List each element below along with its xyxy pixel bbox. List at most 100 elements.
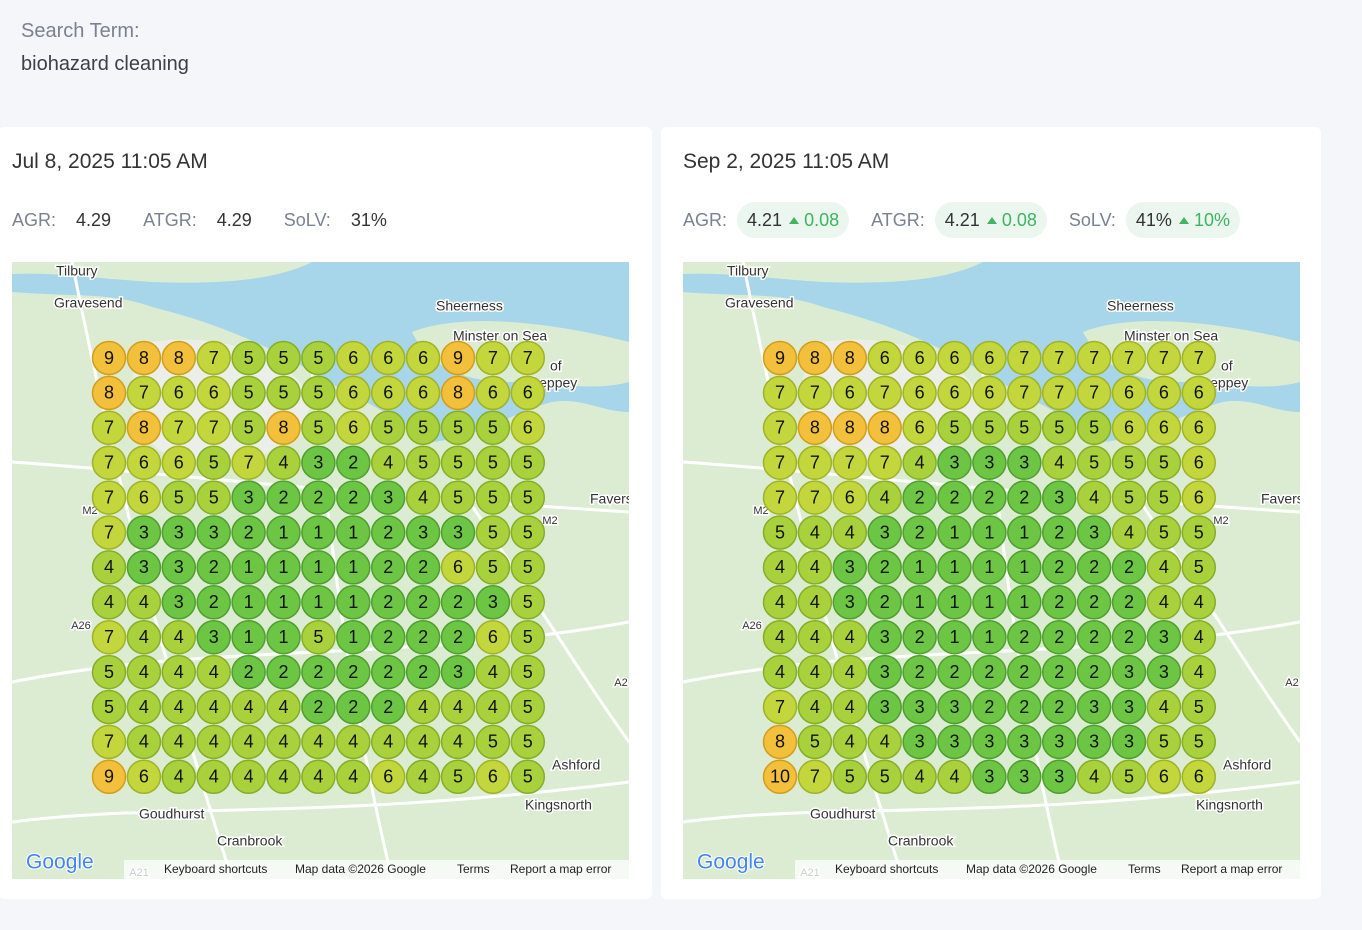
- rank-pin: [832, 654, 868, 690]
- rank-pin: [440, 689, 476, 725]
- rank-label: 4: [174, 767, 184, 787]
- rank-pin: [797, 375, 833, 411]
- rank-pin: [91, 375, 127, 411]
- rank-label: 6: [880, 348, 890, 368]
- rank-pin: [301, 410, 336, 446]
- rank-pin: [336, 585, 371, 620]
- rank-label: 4: [209, 662, 219, 682]
- rank-label: 5: [453, 767, 463, 787]
- place-label: Kingsnorth: [525, 797, 592, 813]
- rank-label: 5: [1124, 487, 1134, 507]
- rank-pin: [475, 724, 511, 760]
- road: [683, 780, 1300, 824]
- rank-label: 5: [1124, 767, 1134, 787]
- up-arrow: [789, 216, 800, 224]
- rank-pin: [266, 410, 301, 446]
- rank-pin: [91, 619, 127, 655]
- rank-pin: [475, 515, 511, 550]
- rank-label: 5: [523, 697, 533, 717]
- rank-pin: [126, 585, 162, 620]
- rank-label: 5: [523, 767, 533, 787]
- up-arrow: [986, 216, 997, 224]
- rank-label: 4: [1054, 452, 1064, 472]
- rank-pin: [1076, 654, 1112, 690]
- rank-pin: [1041, 480, 1077, 515]
- rank-pin: [510, 410, 546, 446]
- rank-label: 4: [418, 697, 428, 717]
- rank-pin: [867, 759, 902, 795]
- rank-pin: [1146, 515, 1182, 550]
- rank-label: 2: [1054, 627, 1064, 647]
- rank-label: 6: [348, 348, 358, 368]
- rank-pin: [336, 724, 371, 760]
- rank-label: 2: [383, 697, 393, 717]
- rank-label: 6: [845, 487, 855, 507]
- rank-label: 1: [949, 627, 959, 647]
- rank-pin: [266, 619, 301, 655]
- rank-pin: [440, 724, 476, 760]
- rank-label: 4: [880, 487, 890, 507]
- rank-pin: [797, 340, 833, 376]
- rank-pin: [1076, 515, 1112, 550]
- rank-pin: [231, 550, 266, 585]
- date: Sep 2, 2025 11:05 AM: [683, 150, 890, 173]
- rank-pin: [370, 759, 406, 795]
- rank-pin: [797, 689, 833, 725]
- rank-pin: [1007, 375, 1042, 411]
- rank-label: 6: [488, 627, 498, 647]
- rank-label: 5: [488, 487, 498, 507]
- rank-pin: [475, 689, 511, 725]
- map: Tilbury Gravesend Sheerness Minster on Seao…: [12, 262, 629, 879]
- rank-pin: [762, 515, 798, 550]
- rank-pin: [405, 585, 441, 620]
- rank-pin: [762, 410, 798, 446]
- rank-pin: [370, 689, 406, 725]
- rank-label: 4: [775, 557, 785, 577]
- rank-pin: [1041, 759, 1077, 795]
- rank-label: 1: [1019, 592, 1029, 612]
- rank-pin: [370, 410, 406, 446]
- rank-label: 4: [139, 732, 149, 752]
- rank-pin: [867, 654, 902, 690]
- rank-pin: [1007, 759, 1042, 795]
- rank-label: 9: [775, 348, 785, 368]
- rank-label: 7: [775, 697, 785, 717]
- rank-label: 3: [1124, 662, 1134, 682]
- rank-pin: [91, 445, 127, 480]
- rank-label: 7: [810, 383, 820, 403]
- rank-label: 5: [984, 418, 994, 438]
- rank-pin: [867, 480, 902, 515]
- rank-label: 6: [1159, 383, 1169, 403]
- rank-pin: [1041, 585, 1077, 620]
- rank-pin: [972, 445, 1007, 480]
- rank-pin: [510, 445, 546, 480]
- rank-pin: [1111, 340, 1147, 376]
- rank-pin: [1111, 480, 1147, 515]
- rank-label: 4: [845, 697, 855, 717]
- rank-pin: [797, 480, 833, 515]
- rank-label: 2: [1089, 627, 1099, 647]
- rank-pin: [196, 759, 231, 795]
- rank-label: 5: [1194, 732, 1204, 752]
- rank-pin: [1146, 340, 1182, 376]
- delta: 0.08: [1001, 209, 1037, 230]
- place-label: Sheerness: [1107, 298, 1174, 314]
- rank-pin: [231, 445, 266, 480]
- place-label: Gravesend: [54, 295, 122, 311]
- rank-pin: [161, 445, 197, 480]
- rank-label: 6: [174, 383, 184, 403]
- rank-pin: [161, 585, 197, 620]
- rank-label: 2: [383, 662, 393, 682]
- map-layer: Tilbury Gravesend Sheerness Minster on Seao…: [683, 262, 1300, 879]
- rank-pin: [440, 480, 476, 515]
- rank-pin: [336, 759, 371, 795]
- rank-label: 1: [244, 592, 254, 612]
- rank-pin: [1007, 724, 1042, 760]
- rank-label: 5: [1159, 732, 1169, 752]
- rank-label: 5: [174, 487, 184, 507]
- rank-label: 3: [1019, 452, 1029, 472]
- rank-label: 6: [915, 418, 925, 438]
- place-label: Gravesend: [725, 295, 793, 311]
- rank-label: 4: [348, 767, 358, 787]
